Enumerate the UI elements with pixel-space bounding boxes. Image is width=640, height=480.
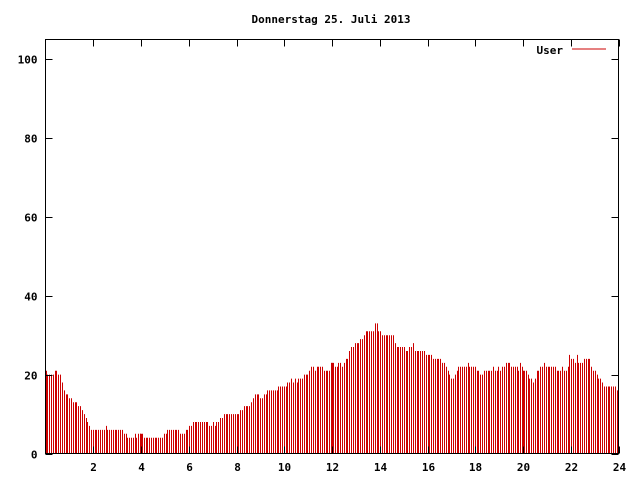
x-tick-label: 6 [186, 461, 193, 474]
chart-title: Donnerstag 25. Juli 2013 [252, 13, 411, 26]
x-tick-label: 18 [469, 461, 482, 474]
x-tick-label: 12 [326, 461, 339, 474]
x-tick-label: 22 [565, 461, 578, 474]
y-tick-label: 40 [24, 291, 37, 304]
y-tick-label: 0 [31, 449, 38, 462]
x-tick-label: 24 [613, 461, 627, 474]
x-tick-label: 16 [422, 461, 436, 474]
x-tick-label: 10 [278, 461, 291, 474]
plot-frame [45, 39, 619, 454]
x-tick-label: 14 [374, 461, 388, 474]
x-tick-label: 4 [138, 461, 145, 474]
bars-layer [46, 323, 618, 454]
y-tick-label: 80 [24, 133, 37, 146]
y-tick-label: 20 [24, 370, 37, 383]
x-tick-label: 8 [234, 461, 241, 474]
x-tick-label: 2 [90, 461, 97, 474]
legend-label: User [537, 44, 564, 57]
x-tick-label: 20 [517, 461, 530, 474]
legend: User [537, 44, 606, 57]
y-tick-label: 60 [24, 212, 37, 225]
y-tick-label: 100 [18, 54, 38, 67]
